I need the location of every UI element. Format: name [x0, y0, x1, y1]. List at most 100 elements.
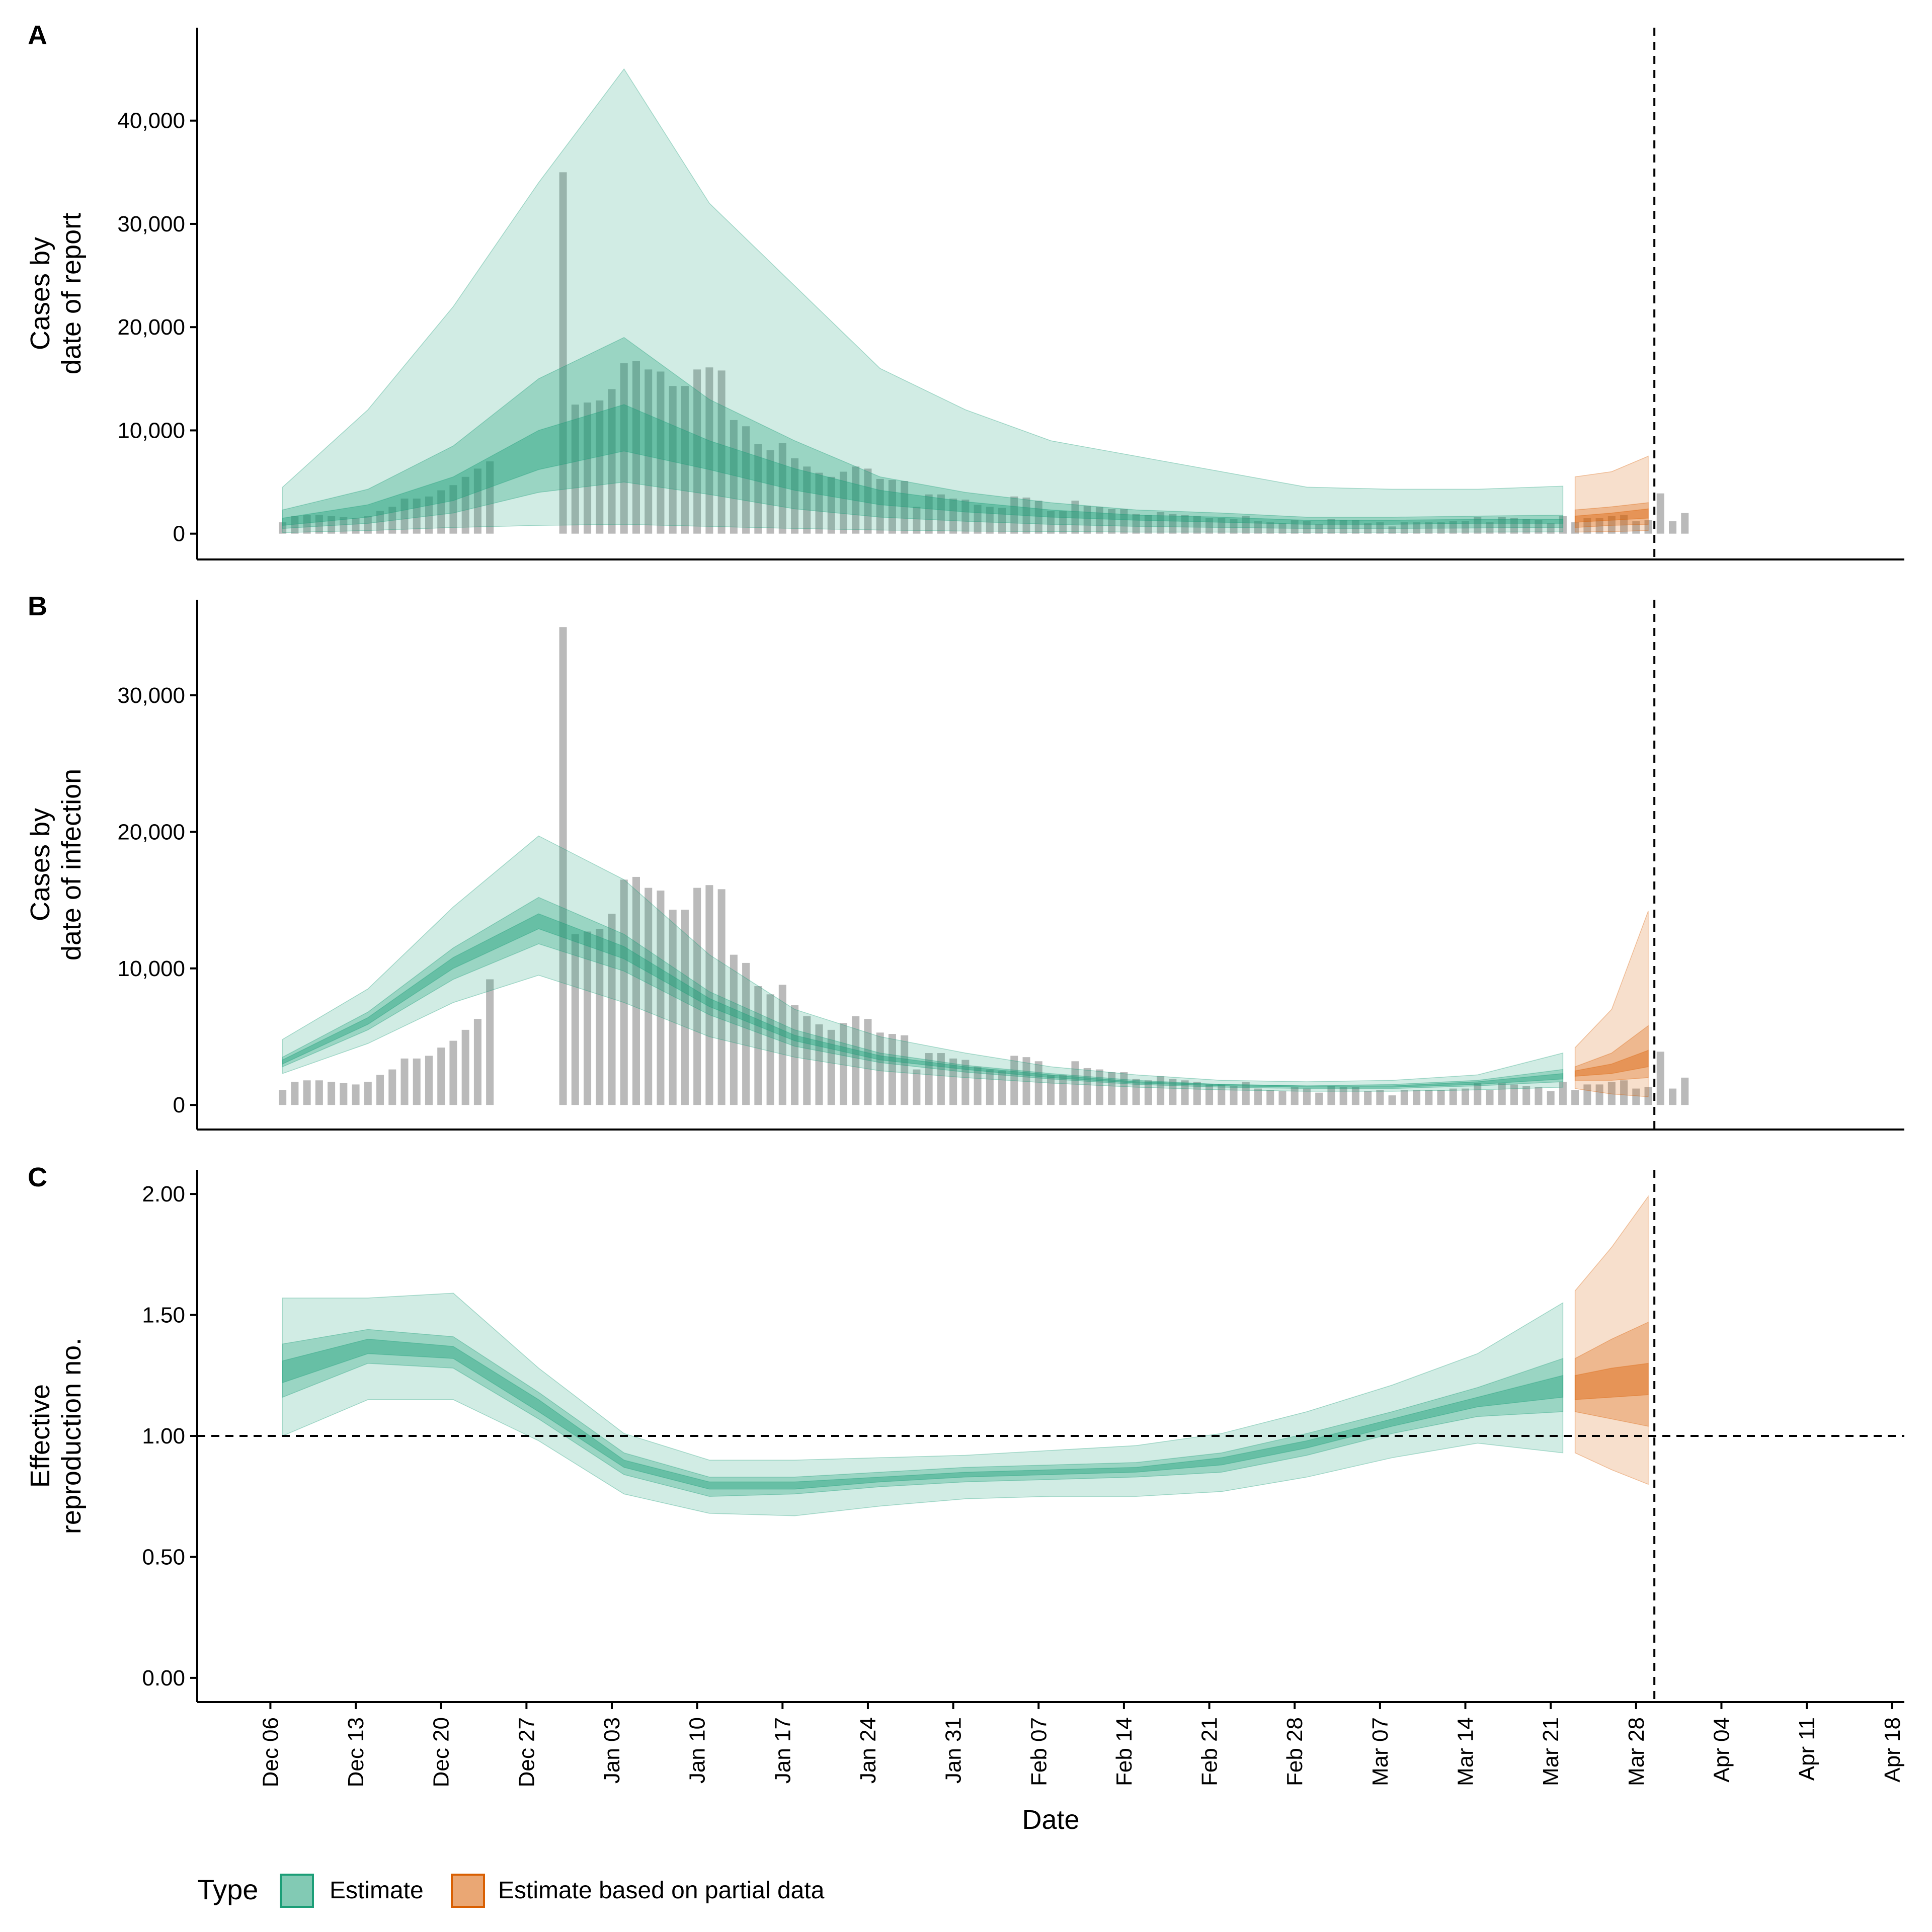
case-bar: [657, 891, 665, 1105]
case-bar: [986, 507, 994, 534]
case-bar: [1230, 519, 1238, 534]
case-bar: [437, 490, 445, 534]
case-bar: [1462, 521, 1470, 534]
case-bar: [1181, 515, 1189, 534]
case-bar: [888, 1034, 896, 1105]
case-bar: [1425, 522, 1433, 534]
y-tick-label: 2.00: [142, 1182, 185, 1206]
case-bar: [1083, 1068, 1091, 1105]
case-bar: [364, 1082, 372, 1105]
case-bar: [1535, 520, 1543, 534]
y-axis-title: Cases bydate of infection: [25, 769, 87, 960]
estimate-band-50: [282, 337, 1564, 529]
case-bar: [1120, 509, 1128, 534]
case-bar: [998, 1071, 1006, 1105]
panel-b: 0 10,000 20,000 30,000 Cases bydate of infec…: [25, 591, 1904, 1131]
partial-band-90: [1574, 455, 1649, 533]
case-bar: [461, 476, 469, 534]
case-bar: [1522, 519, 1531, 534]
case-bar: [1547, 1091, 1555, 1105]
y-tick-label: 30,000: [117, 212, 185, 236]
case-bar: [400, 498, 409, 534]
y-axis-title: Cases bydate of report: [25, 213, 87, 374]
panel-tag: C: [28, 1162, 47, 1192]
x-tick-label: Feb 07: [1026, 1717, 1051, 1786]
case-bar: [279, 1090, 287, 1105]
y-axis-title: Effectivereproduction no.: [25, 1338, 87, 1534]
case-bar: [473, 468, 481, 534]
y-ticks: 0 10,000 20,000 30,000 40,000: [117, 109, 197, 546]
case-bar: [1656, 493, 1664, 534]
x-tick-label: Apr 11: [1795, 1717, 1819, 1781]
case-bar: [1169, 1079, 1177, 1105]
case-bar: [998, 508, 1006, 534]
case-bar: [949, 498, 957, 534]
case-bar: [1681, 513, 1689, 534]
case-bar: [1449, 521, 1457, 534]
x-axis: Dec 06 Dec 13 Dec 20 Dec 27 Jan 03 Jan 10 Jan …: [258, 1702, 1905, 1835]
case-bar: [571, 934, 579, 1105]
y-tick-label: 0: [173, 1093, 185, 1117]
case-bar: [901, 481, 909, 534]
case-bar: [766, 450, 774, 534]
case-bar: [620, 879, 628, 1105]
case-bar: [1351, 520, 1359, 534]
case-bar: [888, 479, 896, 534]
x-tick-label: Apr 04: [1709, 1717, 1734, 1783]
case-bar: [1278, 523, 1286, 534]
case-bar: [1083, 506, 1091, 534]
case-bar: [584, 931, 592, 1105]
case-bar: [1498, 1083, 1506, 1105]
case-bar: [1071, 501, 1079, 534]
case-bar: [1620, 1080, 1628, 1105]
estimate-band-20: [282, 913, 1564, 1088]
case-bar: [1413, 1090, 1421, 1105]
y-tick-label: 0.50: [142, 1545, 185, 1569]
case-bar: [1535, 1087, 1543, 1105]
case-bar: [827, 476, 835, 534]
case-bar: [303, 1080, 311, 1105]
case-bar: [1669, 1088, 1677, 1105]
case-bar: [1157, 1076, 1165, 1105]
case-bar: [315, 1080, 323, 1105]
case-bar: [681, 910, 689, 1105]
estimate-band-20: [282, 404, 1564, 526]
case-bar: [1059, 511, 1067, 534]
case-bar: [1242, 1082, 1250, 1105]
y-tick-label: 20,000: [117, 315, 185, 340]
case-bar: [352, 518, 360, 534]
case-bar: [1315, 1092, 1323, 1105]
estimate-band-90: [282, 835, 1564, 1092]
case-bar: [1644, 1087, 1652, 1105]
legend-key-0: [280, 1874, 314, 1908]
case-bar: [1376, 1090, 1384, 1105]
case-bar: [1388, 1095, 1396, 1105]
case-bar: [645, 888, 653, 1105]
y-tick-label: 40,000: [117, 109, 185, 133]
case-bar: [1669, 521, 1677, 534]
case-bar: [1474, 1083, 1482, 1105]
case-bar: [669, 386, 677, 534]
case-bar: [754, 986, 762, 1105]
case-bar: [1559, 516, 1567, 534]
estimate-band-90: [282, 1293, 1564, 1516]
y-tick-label: 20,000: [117, 820, 185, 844]
estimate-band-90: [282, 68, 1564, 533]
case-bar: [1413, 522, 1421, 534]
case-bar: [364, 516, 372, 534]
case-bar: [705, 367, 713, 534]
case-bar: [705, 885, 713, 1105]
case-bar: [1095, 1069, 1103, 1105]
case-bar: [852, 1016, 860, 1105]
case-bar: [1571, 1090, 1579, 1105]
case-bar: [742, 962, 750, 1105]
case-bar: [1046, 1075, 1055, 1105]
case-bar: [937, 494, 945, 534]
case-bar: [1034, 501, 1042, 534]
case-bar: [657, 371, 665, 534]
partial-band-20: [1574, 1362, 1649, 1400]
case-bar: [1486, 522, 1494, 534]
partial-band-20: [1574, 1050, 1649, 1077]
case-bar: [632, 361, 640, 534]
